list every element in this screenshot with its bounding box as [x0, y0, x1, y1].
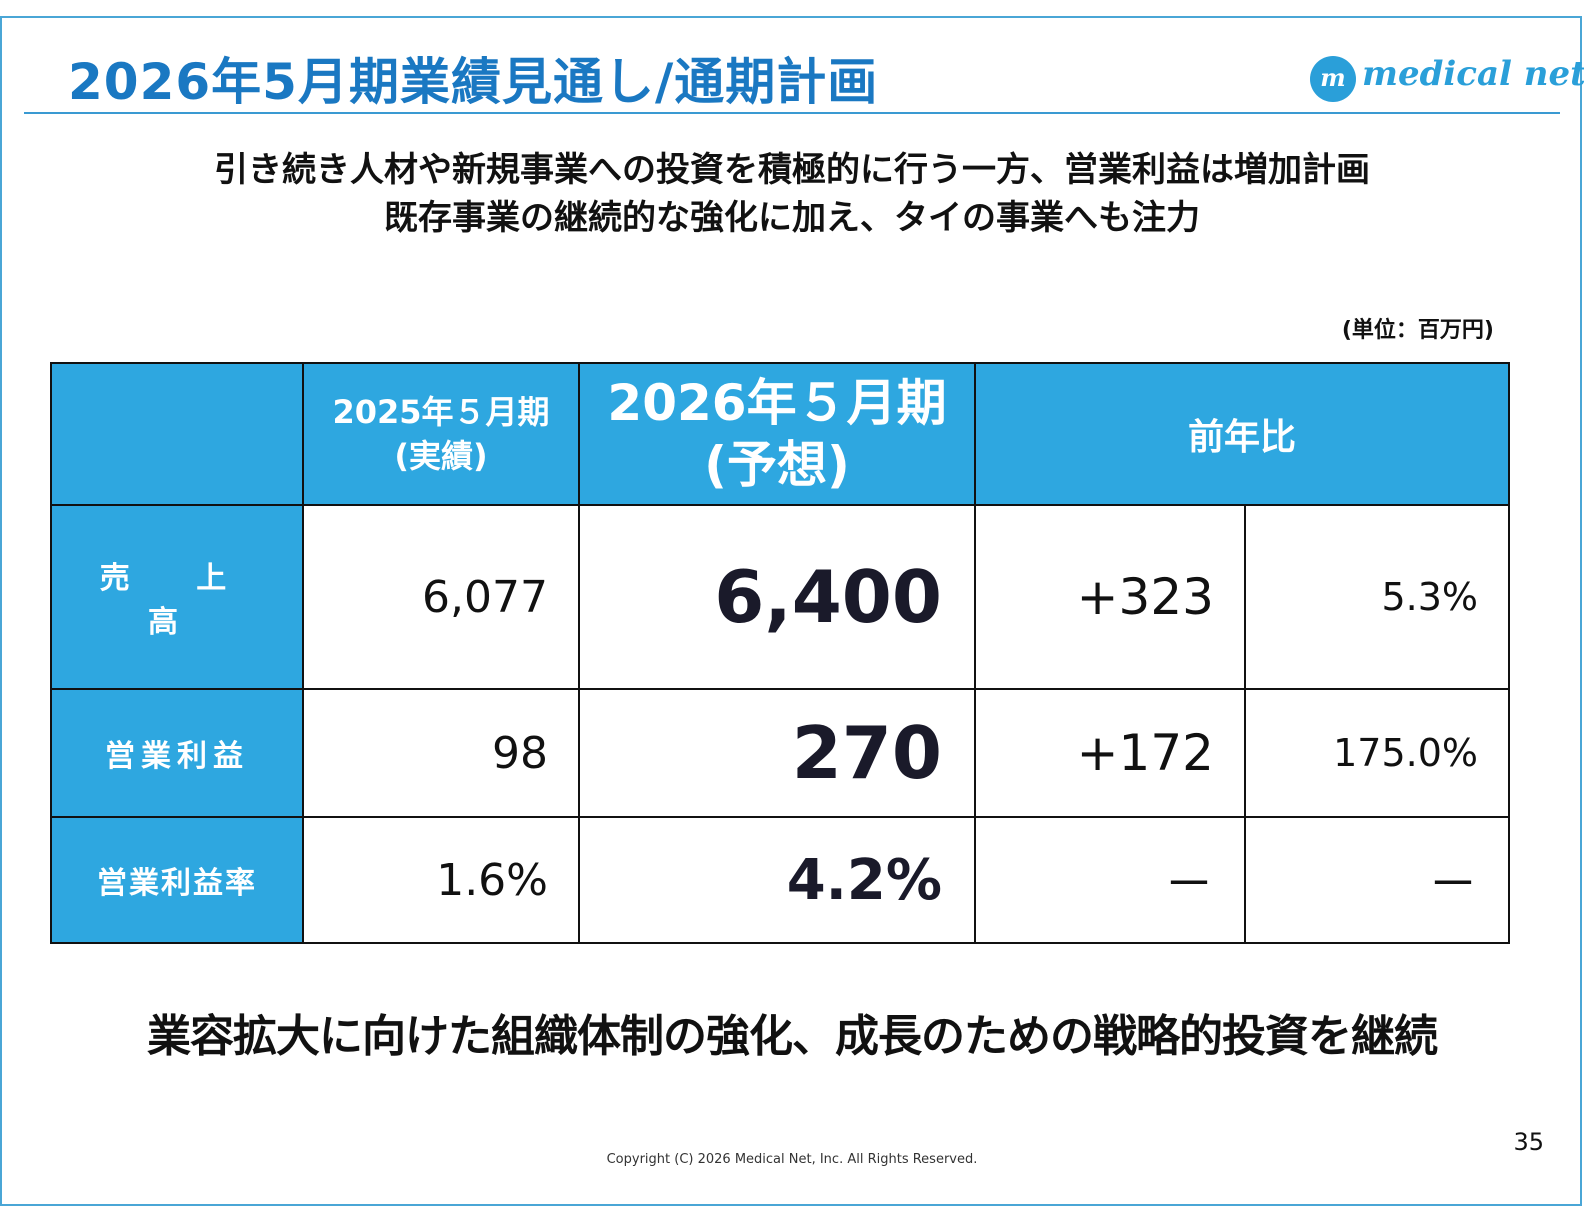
table-row: 営業利益率 1.6% 4.2% － －	[50, 816, 1511, 944]
sales-prev: 6,077	[302, 504, 580, 690]
unit-label: (単位：百万円)	[1341, 318, 1494, 343]
op-profit-pct: 175.0%	[1243, 688, 1511, 818]
sales-diff: +323	[974, 504, 1246, 690]
slide-frame	[0, 16, 1582, 1206]
title-divider	[24, 112, 1560, 114]
row-label-operating-profit: 営業利益	[50, 688, 304, 818]
copyright-text: Copyright (C) 2026 Medical Net, Inc. All…	[606, 1152, 978, 1167]
header-cur-type: (予想)	[704, 436, 850, 494]
conclusion-text: 業容拡大に向けた組織体制の強化、成長のための戦略的投資を継続	[147, 1011, 1438, 1062]
op-margin-diff: －	[974, 816, 1246, 944]
company-logo: m medical net	[1310, 50, 1584, 102]
subtitle-line-1: 引き続き人材や新規事業への投資を積極的に行う一方、営業利益は増加計画	[214, 150, 1370, 190]
header-cur-period: 2026年５月期 (予想)	[578, 362, 976, 506]
table-row: 売 上 高 6,077 6,400 +323 5.3%	[50, 504, 1511, 690]
header-cur-year: 2026年５月期	[607, 374, 947, 432]
op-profit-diff: +172	[974, 688, 1246, 818]
results-table: 2025年５月期 (実績) 2026年５月期 (予想) 前年比 売 上 高 6,…	[50, 362, 1511, 944]
sales-cur: 6,400	[578, 504, 976, 690]
logo-mark-icon: m	[1310, 56, 1356, 102]
op-profit-prev: 98	[302, 688, 580, 818]
header-yoy: 前年比	[973, 362, 1511, 506]
row-label-sales: 売 上 高	[50, 504, 304, 690]
op-margin-cur: 4.2%	[578, 816, 976, 944]
op-margin-prev: 1.6%	[302, 816, 580, 944]
op-margin-pct: －	[1243, 816, 1511, 944]
header-prev-period: 2025年５月期 (実績)	[302, 362, 580, 506]
header-prev-type: (実績)	[394, 437, 488, 475]
page-number: 35	[1513, 1128, 1544, 1156]
row-label-op-margin: 営業利益率	[50, 816, 304, 944]
sales-pct: 5.3%	[1243, 504, 1511, 690]
logo-text: medical net	[1362, 54, 1584, 94]
table-row: 営業利益 98 270 +172 175.0%	[50, 688, 1511, 818]
header-corner	[50, 362, 304, 506]
table-header-row: 2025年５月期 (実績) 2026年５月期 (予想) 前年比	[50, 362, 1511, 506]
subtitle-line-2: 既存事業の継続的な強化に加え、タイの事業へも注力	[384, 198, 1200, 238]
op-profit-cur: 270	[578, 688, 976, 818]
page-title: 2026年5月期業績見通し/通期計画	[68, 53, 879, 111]
header-prev-year: 2025年５月期	[332, 393, 550, 431]
